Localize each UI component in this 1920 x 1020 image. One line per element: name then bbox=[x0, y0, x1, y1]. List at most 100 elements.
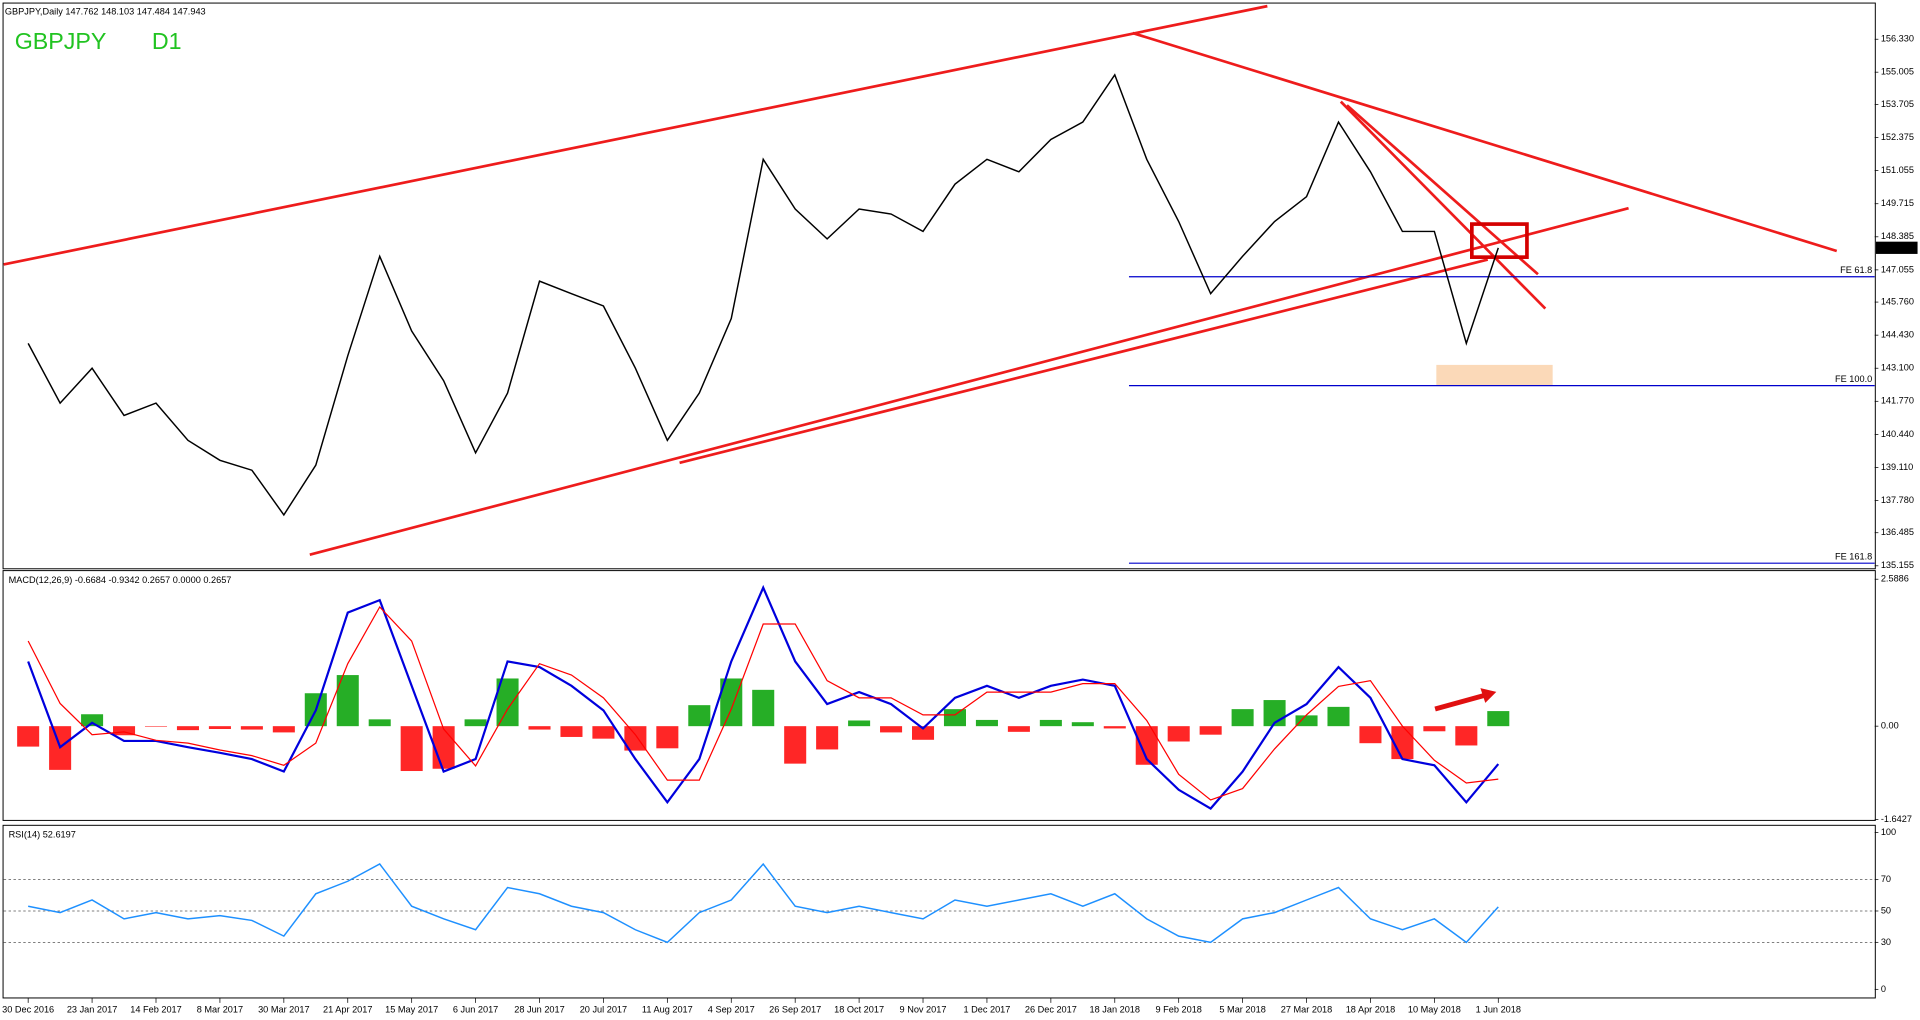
histogram-bar bbox=[752, 689, 775, 727]
x-tick-label: 18 Oct 2017 bbox=[834, 1005, 884, 1015]
histogram-bar bbox=[240, 726, 263, 730]
x-tick-label: 18 Jan 2018 bbox=[1090, 1005, 1141, 1015]
histogram-bar bbox=[1487, 711, 1510, 727]
y-tick-label: 50 bbox=[1881, 905, 1891, 915]
x-tick-label: 6 Jun 2017 bbox=[453, 1005, 498, 1015]
rsi-header: RSI(14) 52.6197 bbox=[9, 830, 76, 840]
y-tick-label: 156.330 bbox=[1881, 34, 1914, 44]
current-price-box bbox=[1875, 241, 1918, 254]
price-line bbox=[27, 73, 1499, 517]
x-tick-label: 14 Feb 2017 bbox=[130, 1005, 182, 1015]
highlight-box bbox=[1470, 222, 1529, 259]
histogram-bar bbox=[1455, 726, 1478, 746]
y-tick-label: 151.055 bbox=[1881, 165, 1914, 175]
x-tick-label: 9 Feb 2018 bbox=[1155, 1005, 1201, 1015]
histogram-bar bbox=[113, 726, 136, 736]
x-tick-label: 20 Jul 2017 bbox=[580, 1005, 627, 1015]
y-tick-label: 145.760 bbox=[1881, 297, 1914, 307]
histogram-bar bbox=[688, 705, 711, 727]
channel-lower bbox=[309, 206, 1629, 556]
x-tick-label: 11 Aug 2017 bbox=[642, 1005, 693, 1015]
y-tick-label: -1.6427 bbox=[1881, 814, 1912, 824]
price-line bbox=[28, 862, 1499, 944]
y-tick-label: 135.155 bbox=[1881, 560, 1914, 570]
histogram-bar bbox=[1039, 719, 1062, 727]
y-tick-label: 155.005 bbox=[1881, 67, 1914, 77]
x-tick-label: 5 Mar 2018 bbox=[1219, 1005, 1265, 1015]
histogram-bar bbox=[784, 726, 807, 764]
trendlines bbox=[3, 4, 1838, 712]
descending-line bbox=[1132, 31, 1838, 253]
histogram-bar bbox=[912, 726, 935, 740]
histogram-bar bbox=[1231, 709, 1254, 727]
y-tick-label: 139.110 bbox=[1881, 462, 1913, 472]
histogram-bar bbox=[1359, 726, 1382, 744]
x-tick-label: 26 Sep 2017 bbox=[769, 1005, 821, 1015]
histogram-bar bbox=[208, 726, 231, 730]
histogram-bar bbox=[464, 719, 487, 727]
histogram-bar bbox=[17, 726, 40, 747]
histogram-bar bbox=[400, 726, 423, 772]
x-tick-label: 9 Nov 2017 bbox=[900, 1005, 947, 1015]
y-tick-label: 137.780 bbox=[1881, 495, 1914, 505]
price-panel bbox=[2, 2, 1876, 570]
histogram-bar bbox=[560, 726, 583, 737]
y-tick-label: 152.375 bbox=[1881, 132, 1914, 142]
channel-lower-2 bbox=[679, 258, 1489, 465]
histogram-bar bbox=[1103, 726, 1126, 729]
rsi-panel bbox=[2, 824, 1876, 999]
x-tick-label: 23 Jan 2017 bbox=[67, 1005, 117, 1015]
fibo-label: FE 161.8 bbox=[1835, 551, 1872, 561]
histogram-bar bbox=[144, 726, 168, 727]
arrow-head bbox=[1480, 688, 1497, 703]
symbol-label: GBPJPY bbox=[15, 28, 107, 54]
x-tick-label: 4 Sep 2017 bbox=[708, 1005, 755, 1015]
histogram-bar bbox=[943, 709, 966, 727]
fibo-label: FE 100.0 bbox=[1835, 374, 1872, 384]
x-tick-label: 28 Jun 2017 bbox=[514, 1005, 565, 1015]
macd-line bbox=[27, 605, 1499, 801]
x-tick-label: 10 May 2018 bbox=[1408, 1005, 1461, 1015]
histogram-bar bbox=[1007, 726, 1030, 732]
wedge-line-1 bbox=[1339, 100, 1547, 310]
histogram-bar bbox=[496, 678, 519, 727]
x-tick-label: 27 Mar 2018 bbox=[1281, 1005, 1333, 1015]
histogram-bar bbox=[1327, 706, 1350, 727]
channel-upper bbox=[3, 4, 1268, 266]
x-tick-label: 21 Apr 2017 bbox=[323, 1005, 372, 1015]
timeframe-label: D1 bbox=[152, 28, 182, 54]
histogram-bar bbox=[1199, 726, 1222, 735]
histogram-bar bbox=[1423, 726, 1446, 732]
histogram-bar bbox=[528, 726, 551, 730]
histogram-bar bbox=[81, 714, 104, 727]
y-tick-label: 70 bbox=[1881, 874, 1891, 884]
x-tick-label: 15 May 2017 bbox=[385, 1005, 438, 1015]
histogram-bar bbox=[975, 719, 998, 727]
y-tick-label: 144.430 bbox=[1881, 330, 1914, 340]
histogram-bar bbox=[176, 726, 199, 731]
y-tick-label: 141.770 bbox=[1881, 396, 1914, 406]
histogram-bar bbox=[1071, 722, 1094, 727]
histogram-bar bbox=[880, 726, 903, 733]
histogram-bar bbox=[272, 726, 295, 733]
x-tick-label: 30 Mar 2017 bbox=[258, 1005, 310, 1015]
histogram-bar bbox=[816, 726, 839, 750]
y-tick-label: 30 bbox=[1881, 937, 1891, 947]
histogram-bar bbox=[1295, 715, 1318, 727]
macd-panel bbox=[2, 570, 1876, 821]
x-tick-label: 8 Mar 2017 bbox=[197, 1005, 243, 1015]
y-tick-label: 0.00 bbox=[1881, 721, 1899, 731]
y-tick-label: 136.485 bbox=[1881, 527, 1914, 537]
y-tick-label: 143.100 bbox=[1881, 363, 1914, 373]
chart-header: GBPJPY,Daily 147.762 148.103 147.484 147… bbox=[5, 7, 206, 17]
wedge-line-2 bbox=[1346, 104, 1539, 276]
y-tick-label: 2.5886 bbox=[1881, 574, 1909, 584]
fibo-label: FE 61.8 bbox=[1840, 265, 1872, 275]
y-tick-label: 147.055 bbox=[1881, 264, 1914, 274]
histogram-bar bbox=[1135, 726, 1158, 765]
current-price-label: 147.943 bbox=[1881, 242, 1914, 252]
target-zone bbox=[1436, 364, 1553, 386]
histogram-bar bbox=[368, 719, 391, 727]
